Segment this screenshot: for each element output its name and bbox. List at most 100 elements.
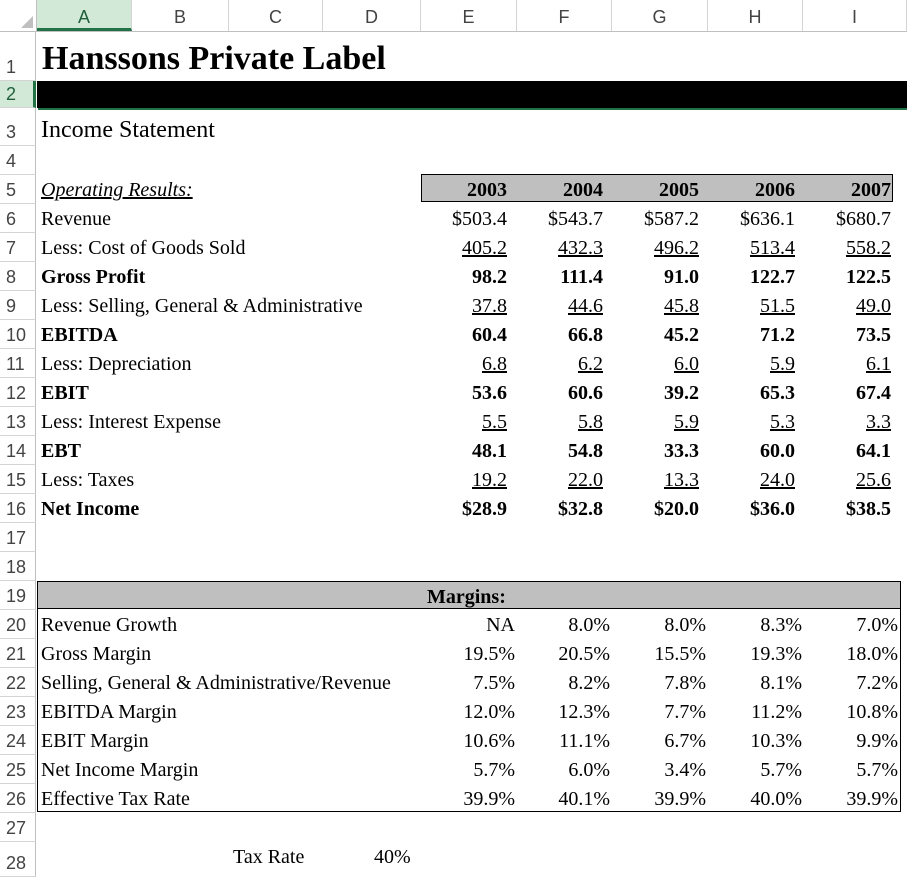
income-row-label[interactable]: Less: Depreciation — [41, 353, 192, 375]
margin-row-label[interactable]: Gross Margin — [41, 643, 152, 665]
income-value[interactable]: 25.6 — [856, 469, 891, 491]
row-header-24[interactable]: 24 — [0, 726, 36, 755]
income-value[interactable]: 496.2 — [654, 237, 699, 259]
income-value[interactable]: 13.3 — [664, 469, 699, 491]
income-value[interactable]: $587.2 — [644, 208, 699, 230]
row-header-27[interactable]: 27 — [0, 813, 36, 842]
column-header-f[interactable]: F — [517, 0, 612, 31]
row-header-11[interactable]: 11 — [0, 349, 36, 378]
income-value[interactable]: 98.2 — [472, 266, 507, 288]
row-header-21[interactable]: 21 — [0, 639, 36, 668]
income-value[interactable]: 6.0 — [674, 353, 699, 375]
margin-value[interactable]: 19.5% — [463, 643, 515, 665]
income-value[interactable]: 67.4 — [856, 382, 891, 404]
operating-results-label[interactable]: Operating Results: — [41, 179, 193, 201]
margin-value[interactable]: 9.9% — [856, 730, 898, 752]
margin-value[interactable]: 8.3% — [760, 614, 802, 636]
sheet-subtitle[interactable]: Income Statement — [41, 117, 215, 143]
margin-value[interactable]: 7.8% — [664, 672, 706, 694]
income-row-label[interactable]: EBITDA — [41, 324, 118, 346]
income-value[interactable]: 45.8 — [664, 295, 699, 317]
margin-value[interactable]: 10.3% — [750, 730, 802, 752]
row-header-4[interactable]: 4 — [0, 146, 36, 175]
income-value[interactable]: $36.0 — [750, 498, 795, 520]
margin-value[interactable]: 3.4% — [664, 759, 706, 781]
margin-value[interactable]: 39.9% — [846, 788, 898, 810]
margin-row-label[interactable]: Revenue Growth — [41, 614, 178, 636]
row-header-7[interactable]: 7 — [0, 233, 36, 262]
income-value[interactable]: 22.0 — [568, 469, 603, 491]
margin-value[interactable]: 7.2% — [856, 672, 898, 694]
income-value[interactable]: $636.1 — [740, 208, 795, 230]
income-value[interactable]: 5.8 — [578, 411, 603, 433]
income-value[interactable]: 71.2 — [760, 324, 795, 346]
income-value[interactable]: $38.5 — [846, 498, 891, 520]
income-value[interactable]: 65.3 — [760, 382, 795, 404]
income-value[interactable]: 53.6 — [472, 382, 507, 404]
income-row-label[interactable]: Net Income — [41, 498, 140, 520]
income-value[interactable]: $543.7 — [548, 208, 603, 230]
row-header-15[interactable]: 15 — [0, 465, 36, 494]
row-header-9[interactable]: 9 — [0, 291, 36, 320]
income-value[interactable]: 91.0 — [664, 266, 699, 288]
margin-value[interactable]: 8.0% — [664, 614, 706, 636]
income-value[interactable]: 33.3 — [664, 440, 699, 462]
margin-value[interactable]: 18.0% — [846, 643, 898, 665]
income-value[interactable]: 5.5 — [482, 411, 507, 433]
margin-row-label[interactable]: Net Income Margin — [41, 759, 199, 781]
margin-value[interactable]: 15.5% — [654, 643, 706, 665]
income-value[interactable]: 111.4 — [560, 266, 603, 288]
margin-row-label[interactable]: EBITDA Margin — [41, 701, 177, 723]
column-header-a[interactable]: A — [37, 0, 132, 31]
row-header-1[interactable]: 1 — [0, 31, 36, 81]
income-value[interactable]: 45.2 — [664, 324, 699, 346]
income-value[interactable]: 54.8 — [568, 440, 603, 462]
income-value[interactable]: 5.3 — [770, 411, 795, 433]
margin-value[interactable]: 12.3% — [558, 701, 610, 723]
column-header-e[interactable]: E — [421, 0, 517, 31]
income-value[interactable]: 49.0 — [856, 295, 891, 317]
row-header-20[interactable]: 20 — [0, 610, 36, 639]
column-header-g[interactable]: G — [612, 0, 708, 31]
margin-value[interactable]: 11.1% — [559, 730, 610, 752]
margin-value[interactable]: 39.9% — [654, 788, 706, 810]
row-header-6[interactable]: 6 — [0, 204, 36, 233]
income-row-label[interactable]: Less: Interest Expense — [41, 411, 221, 433]
margin-value[interactable]: 7.0% — [856, 614, 898, 636]
income-value[interactable]: 60.4 — [472, 324, 507, 346]
income-value[interactable]: 73.5 — [856, 324, 891, 346]
income-value[interactable]: 558.2 — [846, 237, 891, 259]
row-header-2[interactable]: 2 — [0, 81, 36, 108]
row-header-19[interactable]: 19 — [0, 581, 36, 610]
income-row-label[interactable]: EBIT — [41, 382, 89, 404]
year-header-2003[interactable]: 2003 — [467, 179, 507, 201]
income-value[interactable]: 51.5 — [760, 295, 795, 317]
margin-value[interactable]: 8.1% — [760, 672, 802, 694]
income-value[interactable]: 5.9 — [674, 411, 699, 433]
row-header-3[interactable]: 3 — [0, 108, 36, 146]
income-value[interactable]: 24.0 — [760, 469, 795, 491]
column-header-h[interactable]: H — [708, 0, 803, 31]
income-value[interactable]: $28.9 — [462, 498, 507, 520]
row-header-17[interactable]: 17 — [0, 523, 36, 552]
income-value[interactable]: 6.8 — [482, 353, 507, 375]
margins-label[interactable]: Margins: — [427, 586, 506, 608]
year-header-2007[interactable]: 2007 — [851, 179, 891, 201]
row-header-14[interactable]: 14 — [0, 436, 36, 465]
income-value[interactable]: 432.3 — [558, 237, 603, 259]
income-value[interactable]: 513.4 — [750, 237, 795, 259]
tax-rate-label[interactable]: Tax Rate — [233, 846, 305, 868]
column-header-d[interactable]: D — [323, 0, 421, 31]
income-row-label[interactable]: EBT — [41, 440, 82, 462]
row-header-5[interactable]: 5 — [0, 175, 36, 204]
year-header-2005[interactable]: 2005 — [659, 179, 699, 201]
margin-value[interactable]: 5.7% — [760, 759, 802, 781]
income-value[interactable]: 5.9 — [770, 353, 795, 375]
income-row-label[interactable]: Less: Taxes — [41, 469, 135, 491]
income-value[interactable]: 60.0 — [760, 440, 795, 462]
income-row-label[interactable]: Revenue — [41, 208, 111, 230]
income-row-label[interactable]: Less: Selling, General & Administrative — [41, 295, 363, 317]
income-value[interactable]: $20.0 — [654, 498, 699, 520]
margin-value[interactable]: 8.0% — [568, 614, 610, 636]
margin-value[interactable]: 12.0% — [463, 701, 515, 723]
